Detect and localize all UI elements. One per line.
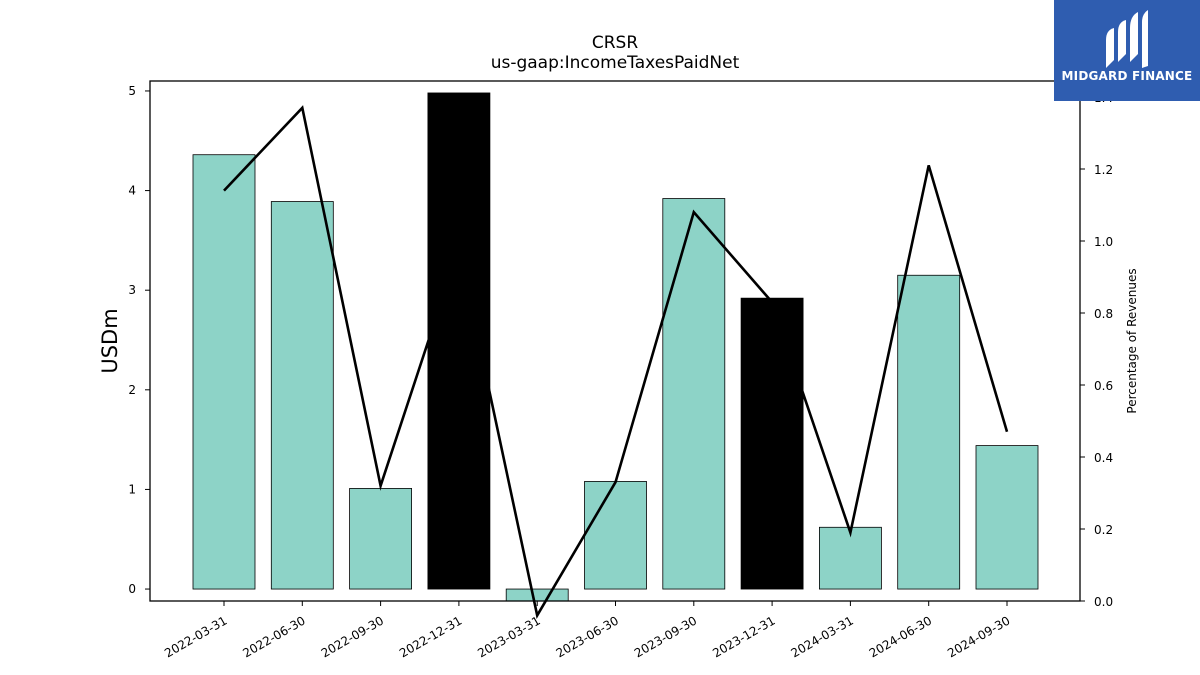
bar-2024-03-31	[819, 526, 882, 590]
y2-axis-label: Percentage of Revenues	[1125, 268, 1139, 413]
line-series	[223, 105, 1009, 619]
bar-2023-09-30	[662, 198, 726, 590]
chart-title: CRSR	[592, 33, 638, 53]
bar-2024-09-30	[975, 445, 1039, 590]
x-tick-label: 2023-06-30	[554, 613, 621, 660]
chart-subtitle: us-gaap:IncomeTaxesPaidNet	[491, 53, 740, 73]
y2-tick-label: 1.0	[1094, 235, 1113, 249]
x-tick-label: 2022-12-31	[397, 613, 464, 660]
y-tick-label: 2	[128, 383, 136, 397]
bar-2022-03-31	[192, 154, 256, 590]
bar-2022-06-30	[270, 201, 334, 590]
bar-2023-12-31	[740, 297, 804, 590]
y-tick-label: 5	[128, 84, 136, 98]
y2-tick-label: 1.2	[1094, 163, 1113, 177]
y-axis-right: 0.00.20.40.60.81.01.21.4	[1080, 91, 1113, 609]
y2-tick-label: 0.4	[1094, 451, 1113, 465]
bar-2023-06-30	[584, 481, 647, 590]
x-tick-label: 2023-03-31	[475, 613, 542, 660]
x-tick-label: 2022-06-30	[240, 613, 307, 660]
y2-tick-label: 0.0	[1094, 595, 1113, 609]
y2-tick-label: 0.8	[1094, 307, 1113, 321]
logo-text: MIDGARD FINANCE	[1061, 69, 1193, 83]
x-tick-label: 2023-12-31	[710, 613, 777, 660]
bar-2023-03-31	[505, 588, 569, 602]
midgard-logo-icon	[1106, 10, 1148, 68]
x-tick-label: 2024-03-31	[788, 613, 855, 660]
y-tick-label: 0	[128, 582, 136, 596]
x-tick-label: 2022-09-30	[319, 613, 386, 660]
x-tick-label: 2023-09-30	[632, 613, 699, 660]
y2-tick-label: 0.6	[1094, 379, 1113, 393]
y2-tick-label: 0.2	[1094, 523, 1113, 537]
bar-2022-09-30	[349, 488, 413, 590]
bars-group	[192, 92, 1039, 602]
bar-2022-12-31	[427, 92, 491, 590]
x-tick-label: 2024-06-30	[867, 613, 934, 660]
line-series-group	[223, 105, 1009, 619]
y-tick-label: 1	[128, 482, 136, 496]
y-axis-left: 0 1 2 3 4 5	[128, 84, 150, 596]
y-tick-label: 4	[128, 184, 136, 198]
x-axis: 2022-03-31 2022-06-30 2022-09-30 2022-12-31…	[162, 601, 1013, 660]
x-tick-label: 2024-09-30	[945, 613, 1012, 660]
y-tick-label: 3	[128, 283, 136, 297]
x-tick-label: 2022-03-31	[162, 613, 229, 660]
y-axis-label: USDm	[98, 308, 122, 373]
bar-2024-06-30	[897, 274, 961, 590]
midgard-finance-logo: MIDGARD FINANCE	[1054, 0, 1200, 101]
